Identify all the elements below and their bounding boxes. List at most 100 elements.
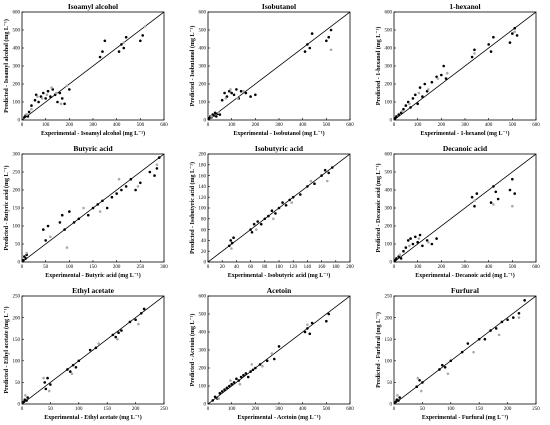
data-point (397, 399, 400, 402)
data-point-secondary (290, 201, 294, 204)
data-point (411, 242, 415, 246)
data-point (42, 91, 45, 95)
data-point (310, 32, 314, 35)
x-tick-label: 60 (248, 265, 254, 270)
data-point (239, 375, 243, 379)
data-point (325, 39, 328, 43)
y-tick-label: 40 (201, 239, 207, 244)
data-point (394, 400, 398, 404)
data-point (56, 100, 59, 104)
data-point-secondary (217, 111, 220, 115)
data-point-secondary (513, 30, 516, 34)
data-layer (208, 12, 350, 120)
data-point (489, 50, 493, 53)
data-point-secondary (427, 88, 430, 91)
x-tick-label: 100 (66, 265, 74, 270)
data-point-secondary (25, 113, 29, 116)
data-point (211, 399, 215, 402)
data-point (27, 110, 31, 114)
y-tick-label: 600 (13, 11, 21, 16)
data-point-secondary (325, 179, 329, 183)
data-point (411, 97, 415, 100)
y-tick-label: 200 (13, 316, 21, 321)
x-tick-label: 0 (21, 407, 24, 412)
data-point (237, 379, 241, 382)
y-tick-label: 200 (385, 316, 393, 321)
data-point-secondary (517, 316, 521, 319)
data-point (423, 82, 427, 86)
data-point (22, 258, 25, 262)
data-point (49, 95, 52, 98)
data-point (214, 115, 218, 118)
x-tick-label: 100 (414, 123, 422, 128)
y-tick-label: 250 (13, 295, 21, 300)
y-axis-label: Predicted - Isobutyric acid (mg L⁻¹) (189, 162, 196, 254)
panel-title: Acetoin (267, 286, 292, 295)
y-tick-label: 200 (199, 367, 207, 372)
data-point (395, 115, 398, 118)
data-point (46, 376, 49, 380)
y-tick-label: 0 (204, 119, 207, 124)
x-tick-label: 0 (207, 123, 210, 128)
data-point (421, 381, 424, 384)
data-point (416, 240, 419, 244)
data-point (223, 388, 226, 391)
data-point (246, 375, 250, 379)
x-tick-label: 600 (532, 265, 540, 270)
y-tick-label: 0 (390, 119, 393, 124)
y-tick-label: 300 (199, 349, 207, 354)
data-point (517, 311, 521, 315)
x-tick-label: 300 (275, 123, 283, 128)
data-point (63, 228, 66, 231)
data-point (128, 320, 132, 324)
data-point (44, 97, 47, 100)
x-tick-label: 200 (438, 265, 446, 270)
x-tick-label: 100 (447, 407, 455, 412)
data-point (277, 206, 281, 210)
data-point (475, 192, 479, 195)
panel-title: 1-hexanol (449, 2, 480, 11)
data-point (270, 209, 274, 212)
data-point (111, 333, 115, 337)
data-point (259, 222, 263, 226)
panel-title: Isoamyl alcohol (68, 2, 118, 11)
data-point (225, 386, 229, 390)
x-axis-label: Experimental - Isoamyl alcohol (mg L⁻¹) (41, 130, 145, 137)
data-point-secondary (408, 102, 411, 106)
y-tick-label: 100 (199, 101, 207, 106)
fit-line (208, 296, 350, 404)
data-point (157, 156, 161, 159)
data-point (242, 373, 245, 377)
y-axis-label: Predicted - Decanoic acid (mg L⁻¹) (375, 163, 382, 252)
data-point (418, 86, 422, 89)
panel-acetoin: Acetoin 0 100 200 300 400 500 600 0 100 200 300 400 5… (189, 286, 354, 421)
data-point (418, 378, 421, 382)
data-point (406, 239, 410, 242)
data-point (443, 365, 447, 369)
data-layer (208, 296, 350, 404)
data-point (404, 246, 408, 249)
data-point (66, 368, 69, 371)
data-point (68, 210, 71, 213)
data-point-secondary (45, 93, 49, 97)
panel-ethyl-acetate: Ethyl acetate 0 50 100 150 200 250 0 50 100 150 200… (3, 286, 168, 421)
y-tick-label: 400 (13, 47, 21, 52)
x-tick-label: 200 (113, 265, 121, 270)
fit-line (394, 12, 536, 120)
data-point (101, 199, 104, 203)
data-point (254, 366, 257, 370)
y-tick-label: 300 (13, 153, 21, 158)
data-point-secondary (65, 84, 69, 88)
data-layer (394, 296, 536, 404)
data-point (327, 35, 331, 39)
x-tick-label: 150 (103, 407, 111, 412)
x-tick-label: 140 (304, 265, 312, 270)
data-point (60, 97, 64, 100)
x-tick-label: 200 (504, 407, 512, 412)
y-tick-label: 120 (199, 196, 207, 201)
y-tick-label: 600 (199, 11, 207, 16)
data-point-secondary (306, 323, 309, 327)
data-point (220, 98, 224, 102)
data-point-secondary (261, 364, 264, 368)
data-layer (22, 12, 164, 120)
